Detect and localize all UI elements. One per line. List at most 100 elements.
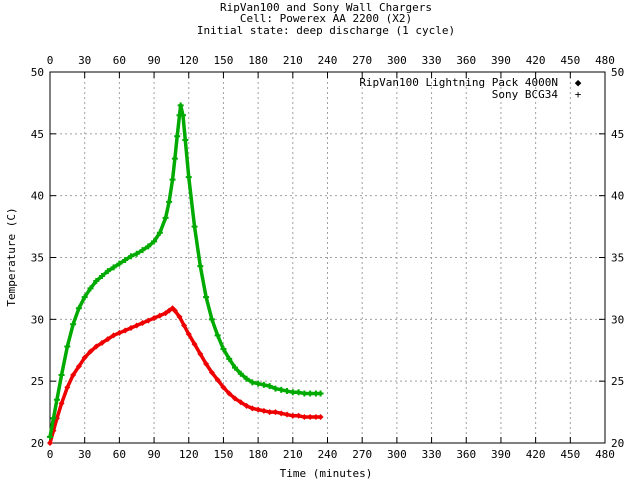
data-point-ripvan [284,411,291,418]
data-point-sony [139,247,146,254]
data-point-ripvan [64,384,71,391]
legend: RipVan100 Lightning Pack 4000N ◆ Sony BC… [359,76,581,101]
data-point-ripvan [156,312,163,319]
data-point-sony [171,155,178,162]
data-point-sony [289,389,296,396]
data-point-sony [203,294,210,301]
data-point-ripvan [104,336,111,343]
x2-tick-label: 270 [352,54,372,67]
x-tick-label: 210 [283,448,303,461]
legend-label-ripvan: RipVan100 Lightning Pack 4000N [359,76,558,89]
data-point-sony [58,371,65,378]
data-point-ripvan [145,317,152,324]
y2-tick-label: 30 [611,313,624,326]
data-point-sony [266,383,273,390]
data-point-ripvan [226,390,233,397]
data-point-sony [179,112,186,119]
data-point-ripvan [295,412,302,419]
x2-tick-label: 210 [283,54,303,67]
data-point-ripvan [312,414,319,421]
data-point-ripvan [139,320,146,327]
data-point-sony [50,415,57,422]
y2-tick-label: 25 [611,375,624,388]
data-point-sony [307,390,314,397]
data-point-sony [191,223,198,230]
data-point-ripvan [47,440,53,446]
y2-tick-label: 20 [611,437,624,450]
data-point-ripvan [301,414,308,421]
data-point-ripvan [122,327,129,334]
data-point-sony [99,273,106,280]
data-point-sony [87,285,94,292]
x-tick-label: 450 [560,448,580,461]
data-point-sony [104,268,111,275]
x-tick-label: 0 [47,448,54,461]
data-point-ripvan [58,400,65,407]
data-point-sony [177,102,184,109]
data-point-sony [70,321,77,328]
data-point-ripvan [127,324,134,331]
x2-tick-label: 240 [318,54,338,67]
y2-tick-label: 50 [611,66,624,79]
x2-tick-label: 0 [47,54,54,67]
data-point-sony [169,176,176,183]
data-point-sony [133,250,140,257]
x-tick-label: 420 [526,448,546,461]
x-tick-label: 30 [78,448,91,461]
y2-tick-label: 35 [611,252,624,265]
x-tick-label: 270 [352,448,372,461]
data-point-sony [226,355,233,362]
data-point-ripvan [197,350,204,357]
data-point-sony [182,137,189,144]
series-1 [47,102,324,440]
y-tick-label: 45 [31,128,44,141]
data-point-ripvan [243,402,250,409]
series-0 [47,305,324,446]
data-point-sony [64,343,71,350]
x2-tick-label: 360 [456,54,476,67]
data-point-ripvan [278,410,285,417]
y-tick-label: 40 [31,190,44,203]
data-point-sony [208,316,215,323]
data-point-sony [156,229,163,236]
data-point-sony [185,174,192,181]
x2-tick-label: 390 [491,54,511,67]
data-point-ripvan [249,405,256,412]
y-tick-label: 50 [31,66,44,79]
y-tick-label: 20 [31,437,44,450]
y-tick-label: 35 [31,252,44,265]
data-point-sony [278,386,285,393]
data-point-sony [116,260,123,267]
x-tick-label: 360 [456,448,476,461]
data-point-sony [47,433,53,440]
axes-ticks: 0 0 30 30 60 60 90 90 120 120 150 150 180 180 210 210 24… [31,54,625,461]
data-point-sony [214,332,221,339]
data-point-ripvan [232,395,238,402]
data-point-sony [122,256,129,263]
data-point-sony [295,389,302,396]
data-point-ripvan [191,341,198,348]
legend-marker-ripvan: ◆ [575,76,582,89]
legend-marker-sony: + [575,88,582,101]
x2-tick-label: 480 [595,54,615,67]
data-point-ripvan [307,414,314,421]
data-point-sony [260,381,267,388]
x-tick-label: 90 [147,448,160,461]
data-point-sony [145,243,152,250]
data-point-ripvan [116,329,123,336]
data-point-ripvan [317,414,324,421]
data-point-ripvan [181,322,188,329]
data-point-sony [272,385,279,392]
data-point-sony [284,388,291,395]
x-tick-label: 300 [387,448,407,461]
x2-tick-label: 330 [422,54,442,67]
x-tick-label: 120 [179,448,199,461]
data-point-sony [317,390,324,397]
data-point-sony [243,375,250,382]
y-tick-label: 25 [31,375,44,388]
data-point-sony [151,238,158,245]
x-tick-label: 180 [248,448,268,461]
data-point-sony [197,263,204,270]
